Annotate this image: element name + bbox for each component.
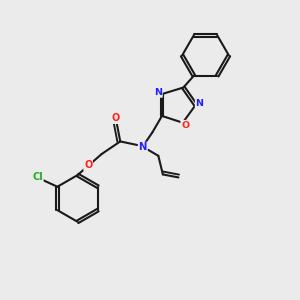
- Text: O: O: [112, 113, 120, 123]
- Text: O: O: [84, 160, 92, 170]
- Text: N: N: [154, 88, 162, 97]
- Text: N: N: [139, 142, 147, 152]
- Text: Cl: Cl: [32, 172, 43, 182]
- Text: N: N: [196, 99, 203, 108]
- Text: O: O: [181, 121, 189, 130]
